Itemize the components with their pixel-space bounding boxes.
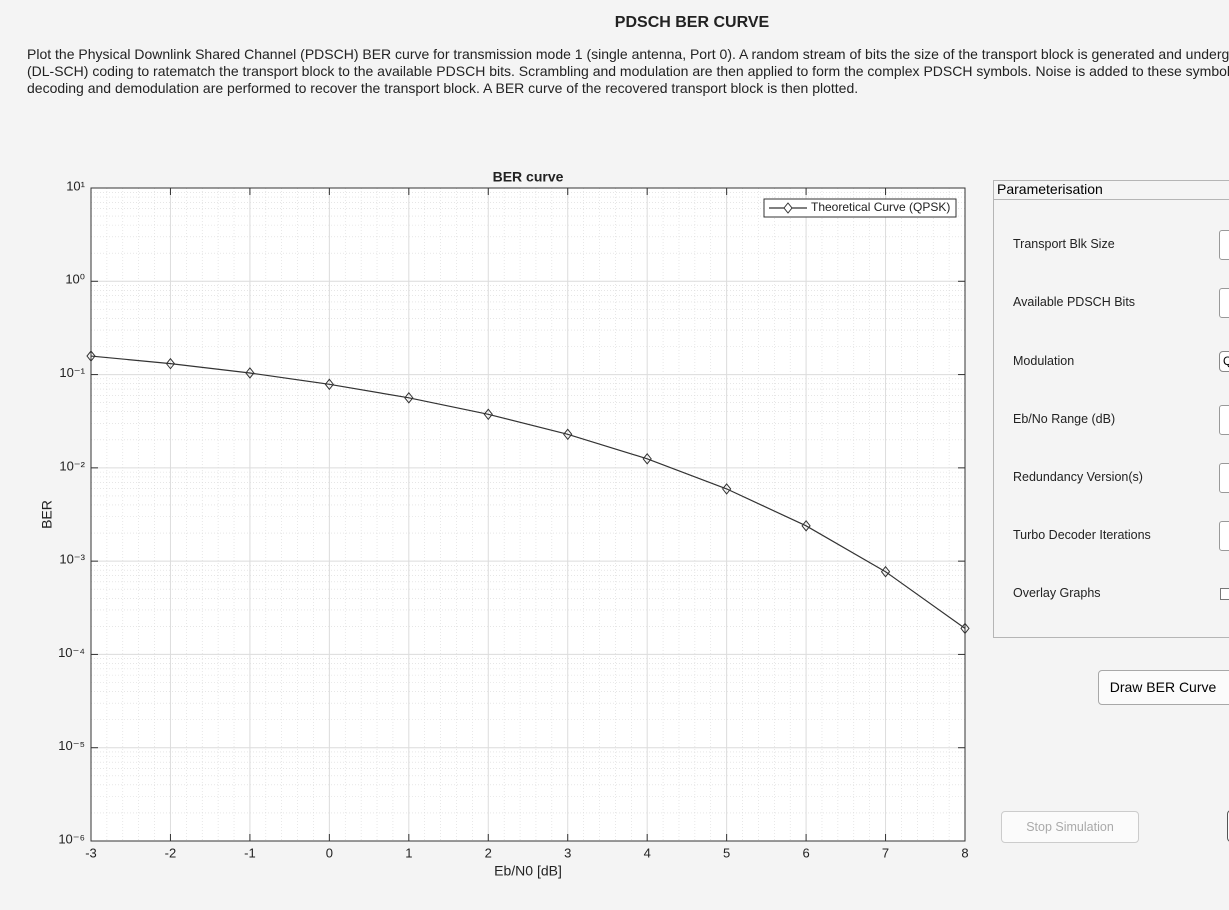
data-marker — [721, 483, 732, 495]
chart: -3 -2 -1 0 1 2 3 4 5 6 7 8 10⁻⁶ 10⁻⁵ 10⁻⁴ 10⁻³ 10⁻² 10⁻¹ 1… — [39, 169, 970, 879]
edit-field[interactable] — [1219, 288, 1229, 318]
y-tick-label: 10⁻³ — [59, 552, 85, 567]
data-marker — [563, 428, 573, 441]
field-label: Redundancy Version(s) — [1013, 470, 1143, 484]
x-tick-label: 0 — [326, 845, 333, 860]
field-label: Overlay Graphs — [1013, 586, 1101, 600]
data-marker — [642, 453, 652, 465]
x-tick-label: -1 — [244, 845, 256, 860]
x-axis-label: Eb/N0 [dB] — [494, 863, 562, 879]
description-line: (DL-SCH) coding to ratematch the transpo… — [27, 63, 1229, 79]
x-tick-label: 7 — [882, 845, 889, 860]
checkbox[interactable] — [1220, 588, 1229, 600]
x-tick-label: 2 — [485, 845, 492, 860]
field-label: Turbo Decoder Iterations — [1013, 528, 1151, 542]
data-marker — [245, 367, 255, 379]
x-tick-label: 6 — [802, 845, 809, 860]
description: Plot the Physical Downlink Shared Channe… — [27, 46, 1229, 97]
data-marker — [960, 622, 970, 635]
x-tick-label: -3 — [85, 845, 97, 860]
y-tick-label: 10⁻⁶ — [58, 831, 85, 846]
y-tick-label: 10¹ — [66, 178, 85, 193]
description-line: decoding and demodulation are performed … — [27, 80, 859, 96]
data-marker — [404, 392, 414, 404]
field-label: Eb/No Range (dB) — [1013, 412, 1116, 426]
draw-button[interactable]: Draw BER Curve — [1098, 670, 1229, 705]
series-line — [90, 355, 966, 629]
panel-title: Parameterisation — [994, 181, 1229, 200]
edit-field[interactable] — [1219, 463, 1229, 493]
dropdown[interactable]: Q — [1219, 351, 1229, 372]
data-marker — [801, 520, 811, 532]
y-axis-label: BER — [39, 500, 55, 529]
stop-button: Stop Simulation — [1001, 811, 1139, 843]
edit-field[interactable] — [1219, 521, 1229, 551]
x-tick-label: 4 — [644, 845, 651, 860]
data-marker — [324, 378, 335, 391]
legend-marker — [783, 202, 793, 214]
data-marker — [880, 565, 891, 578]
page-title: PDSCH BER CURVE — [614, 14, 770, 31]
y-tick-label: 10⁻⁴ — [58, 645, 85, 660]
edit-field[interactable] — [1219, 405, 1229, 435]
x-tick-label: 3 — [564, 845, 571, 860]
data-marker — [483, 408, 493, 421]
field-label: Available PDSCH Bits — [1013, 295, 1136, 309]
y-tick-label: 10⁻² — [59, 458, 85, 473]
chart-title: BER curve — [493, 169, 564, 185]
data-marker — [165, 357, 176, 370]
field-label: Transport Blk Size — [1013, 237, 1115, 251]
legend-box — [763, 198, 957, 218]
y-tick-label: 10⁰ — [65, 272, 85, 287]
description-line: Plot the Physical Downlink Shared Channe… — [27, 46, 1229, 62]
field-label: Modulation — [1013, 354, 1075, 368]
plot-frame — [90, 187, 966, 842]
legend-label: Theoretical Curve (QPSK) — [811, 200, 950, 214]
y-tick-label: 10⁻¹ — [59, 365, 85, 380]
edit-field[interactable] — [1219, 230, 1229, 260]
x-tick-label: 8 — [961, 845, 968, 860]
x-tick-label: 1 — [405, 845, 412, 860]
y-tick-label: 10⁻⁵ — [58, 738, 85, 753]
x-tick-label: 5 — [723, 845, 730, 860]
x-tick-label: -2 — [165, 845, 177, 860]
parameter-panel: Parameterisation Transport Blk Size Avail… — [993, 180, 1229, 638]
data-marker — [86, 350, 96, 362]
plot-area — [91, 188, 965, 841]
